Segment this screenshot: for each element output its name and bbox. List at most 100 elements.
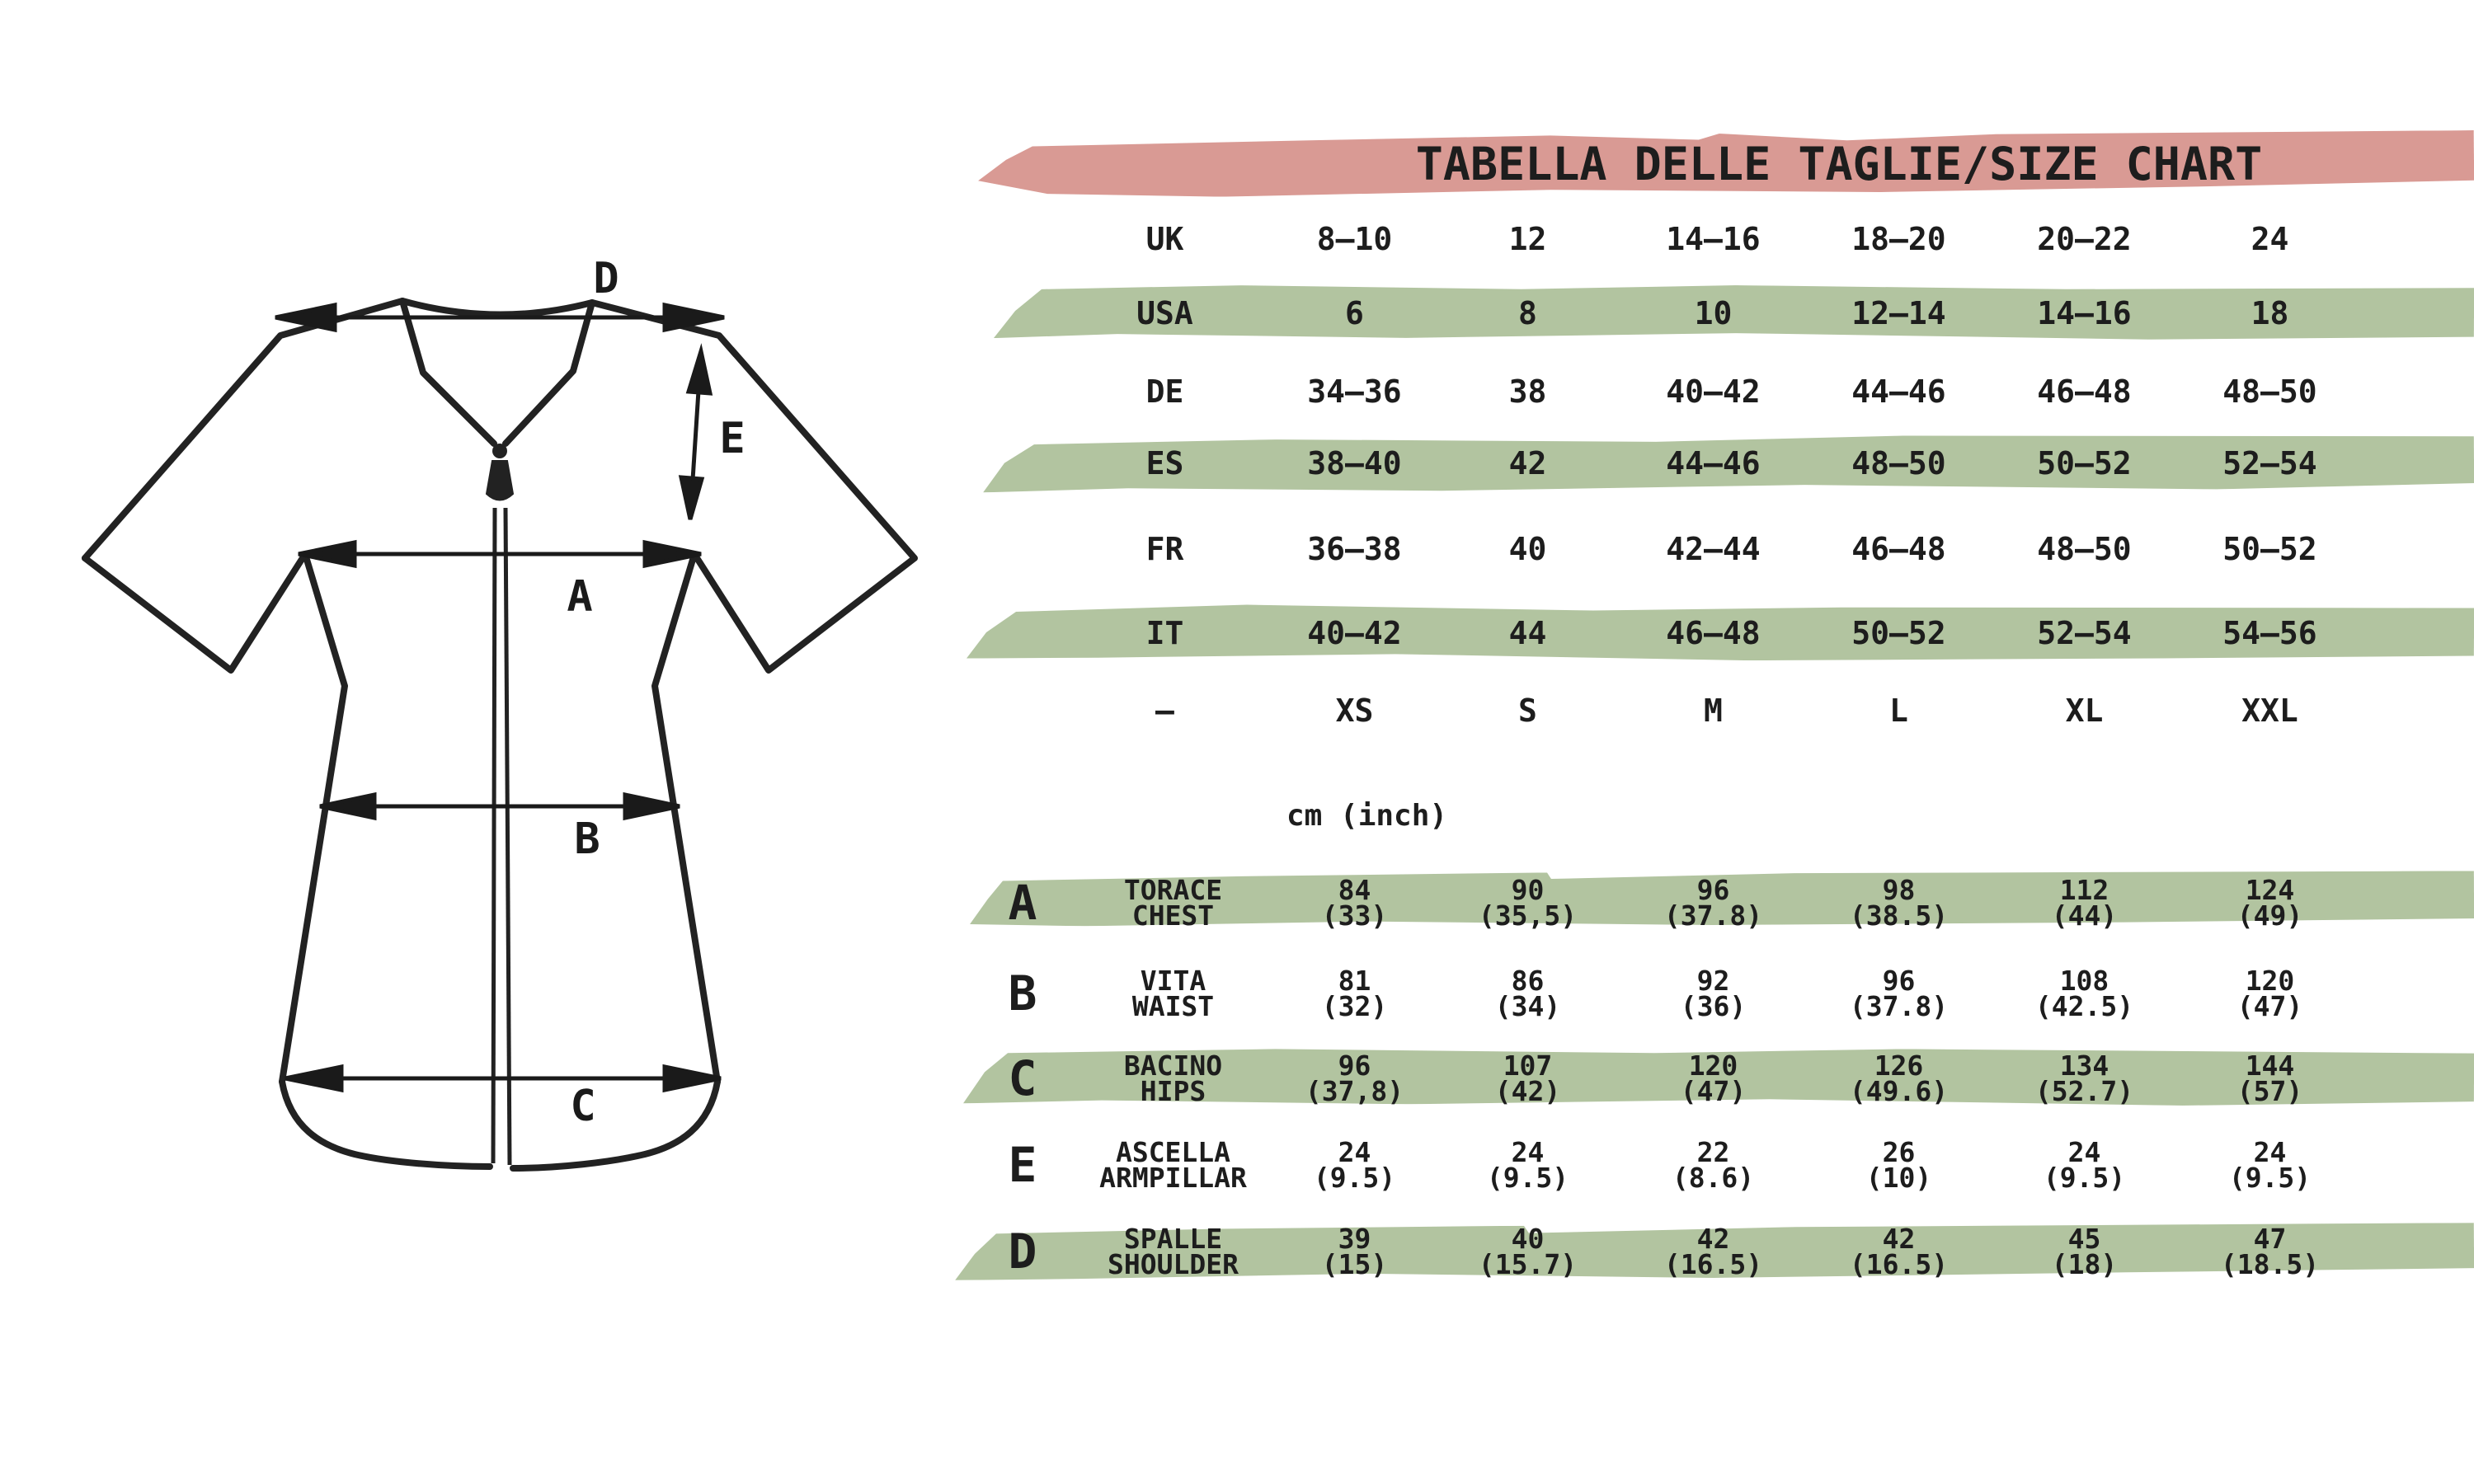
zipper: [485, 444, 515, 1166]
size-value: 48–50: [2037, 531, 2132, 567]
size-value: 52–54: [2222, 445, 2317, 481]
measure-row-shoulder: D SPALLE SHOULDER 39 (15) 40 (15.7) 42 (16.…: [973, 1219, 2363, 1284]
measure-value: 22 (8.6): [1672, 1136, 1755, 1194]
size-row-intl: – XS S M L XL XXL: [973, 686, 2363, 735]
size-value: 8–10: [1316, 221, 1393, 257]
measure-value: 42 (16.5): [1849, 1223, 1949, 1280]
measure-row-armpit: E ASCELLA ARMPILLAR 24 (9.5) 24 (9.5) 22 (8…: [973, 1132, 2363, 1198]
size-value: 48–50: [2222, 373, 2317, 410]
size-value: 6: [1345, 295, 1364, 331]
size-value: 38: [1508, 373, 1547, 410]
measure-value: 92 (36): [1680, 965, 1747, 1022]
measure-name-en: ARMPILLAR: [1099, 1162, 1247, 1194]
size-value: 20–22: [2037, 221, 2132, 257]
size-value: 14–16: [1666, 221, 1761, 257]
measure-value: 24 (9.5): [2043, 1136, 2126, 1194]
measure-row-chest: A TORACE CHEST 84 (33) 90 (35,5) 96 (37.8) …: [973, 870, 2363, 936]
size-value: M: [1704, 693, 1723, 729]
region-label: UK: [1145, 221, 1184, 257]
size-value: 36–38: [1307, 531, 1402, 567]
size-value: 44–46: [1851, 373, 1946, 410]
measure-value: 96 (37,8): [1305, 1050, 1404, 1107]
size-value: 44–46: [1666, 445, 1761, 481]
size-value: 50–52: [2037, 445, 2132, 481]
measure-name: SPALLE SHOULDER: [1072, 1219, 1274, 1284]
size-value: L: [1889, 693, 1908, 729]
measure-value: 24 (9.5): [1313, 1136, 1396, 1194]
measure-name-it: VITA: [1140, 965, 1206, 997]
garment-neckline-left: [399, 298, 497, 447]
measure-value: 96 (37.8): [1849, 965, 1949, 1022]
measure-name: TORACE CHEST: [1072, 870, 1274, 936]
arrow-waist-head-left: [319, 791, 377, 821]
size-value: 10: [1694, 295, 1733, 331]
size-value: XL: [2065, 693, 2104, 729]
size-value: 12–14: [1851, 295, 1946, 331]
measure-value: 81 (32): [1321, 965, 1388, 1022]
arrow-waist-head-right: [623, 791, 680, 821]
measure-name-it: TORACE: [1123, 874, 1223, 906]
measure-value: 24 (9.5): [1486, 1136, 1569, 1194]
measure-value: 120 (47): [1680, 1050, 1747, 1107]
region-label: –: [1155, 693, 1174, 729]
size-value: 40: [1508, 531, 1547, 567]
arrow-armpit-head-top: [685, 343, 713, 396]
measure-value: 144 (57): [2236, 1050, 2303, 1107]
measure-value: 26 (10): [1865, 1136, 1932, 1194]
measure-name: VITA WAIST: [1072, 960, 1274, 1026]
size-value: 50–52: [2222, 531, 2317, 567]
arrow-shoulder-head-left: [275, 302, 337, 333]
page-title: TABELLA DELLE TAGLIE/SIZE CHART: [1415, 138, 2263, 190]
measure-value: 84 (33): [1321, 874, 1388, 932]
arrow-armpit-head-bottom: [678, 475, 705, 520]
garment-diagram: D E A B C: [82, 254, 918, 1172]
zipper-slider: [492, 444, 507, 458]
measure-value: 126 (49.6): [1849, 1050, 1949, 1107]
measure-letter: B: [1008, 965, 1037, 1021]
label-shoulder: D: [593, 254, 618, 303]
measure-letter: D: [1008, 1223, 1037, 1280]
region-label: FR: [1145, 531, 1184, 567]
size-value: XXL: [2241, 693, 2298, 729]
measure-name: BACINO HIPS: [1072, 1045, 1274, 1111]
garment-neckline-right: [502, 299, 595, 447]
size-value: 34–36: [1307, 373, 1402, 410]
zipper-line-right: [503, 507, 512, 1166]
garment-outline: [82, 298, 918, 1085]
measure-value: 86 (34): [1494, 965, 1561, 1022]
size-value: XS: [1335, 693, 1374, 729]
size-value: 42–44: [1666, 531, 1761, 567]
label-chest: A: [567, 572, 592, 622]
measure-value: 39 (15): [1321, 1223, 1388, 1280]
measure-name-en: SHOULDER: [1108, 1248, 1239, 1280]
measure-row-waist: B VITA WAIST 81 (32) 86 (34) 92 (36) 96 (37.…: [973, 960, 2363, 1026]
measure-name-en: WAIST: [1131, 990, 1215, 1022]
size-row-fr: FR 36–38 40 42–44 46–48 48–50 50–52: [973, 524, 2363, 574]
size-value: 18: [2251, 295, 2289, 331]
size-value: 46–48: [1851, 531, 1946, 567]
size-row-usa: USA 6 8 10 12–14 14–16 18: [973, 289, 2363, 338]
size-value: 44: [1508, 615, 1547, 651]
measure-letter: E: [1008, 1137, 1037, 1193]
measure-value: 107 (42): [1494, 1050, 1561, 1107]
measure-letter: C: [1008, 1050, 1037, 1106]
measure-name-en: CHEST: [1131, 899, 1215, 932]
arrow-armpit-line: [690, 390, 701, 481]
zipper-line-left: [491, 507, 497, 1164]
label-armpit: E: [719, 414, 745, 463]
garment-outline-left: [82, 551, 348, 1085]
measure-name-en: HIPS: [1140, 1075, 1206, 1107]
size-row-it: IT 40–42 44 46–48 50–52 52–54 54–56: [973, 608, 2363, 658]
measure-name-it: BACINO: [1123, 1050, 1223, 1082]
label-hips: C: [570, 1082, 595, 1131]
region-label: ES: [1145, 445, 1184, 481]
size-value: 48–50: [1851, 445, 1946, 481]
measure-value: 47 (18.5): [2220, 1223, 2320, 1280]
size-value: 18–20: [1851, 221, 1946, 257]
measure-name: ASCELLA ARMPILLAR: [1072, 1132, 1274, 1198]
measure-value: 124 (49): [2236, 874, 2303, 932]
measure-value: 42 (16.5): [1663, 1223, 1763, 1280]
size-value: 54–56: [2222, 615, 2317, 651]
size-value: 46–48: [2037, 373, 2132, 410]
